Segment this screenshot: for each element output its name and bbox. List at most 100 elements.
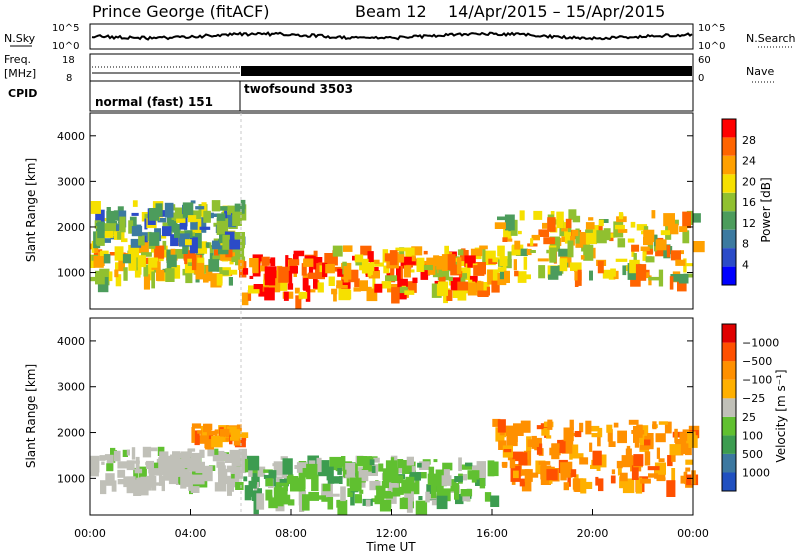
heatmap-cell [201,202,207,219]
heatmap-cell [169,219,178,232]
heatmap-cell [686,435,698,448]
heatmap-cell [436,495,448,510]
heatmap-cell [567,474,571,487]
heatmap-cell [195,467,207,474]
heatmap-cell [303,277,308,291]
heatmap-cell [117,231,122,240]
heatmap-cell [373,457,380,463]
velocity-colorbar: 1000 500 100 25 −25 −100 −500 −1000 [721,323,779,492]
heatmap-cell [507,238,513,242]
heatmap-cell [318,495,326,500]
heatmap-cell [420,264,429,280]
heatmap-cell [618,212,624,220]
heatmap-cell [286,476,299,485]
heatmap-cell [161,476,165,492]
ytick-label: 4000 [57,130,85,143]
heatmap-cell [479,478,486,489]
xtick-label: 00:00 [677,527,709,540]
heatmap-cell [549,247,557,263]
heatmap-cell [602,269,613,279]
heatmap-cell [337,268,348,277]
heatmap-cell [546,435,552,439]
heatmap-cell [575,232,587,248]
heatmap-cell [619,476,625,489]
heatmap-cell [311,471,317,476]
heatmap-cell [251,490,258,501]
heatmap-cell [155,269,165,281]
heatmap-cell [648,276,660,281]
heatmap-cell [514,430,524,436]
heatmap-cell [448,276,453,281]
colorbar-frame [721,323,737,492]
heatmap-cell [470,248,483,257]
freq-tick-top: 18 [62,55,75,66]
heatmap-cell [467,259,473,268]
heatmap-cell [181,456,190,469]
heatmap-cell [427,265,436,275]
heatmap-cell [293,254,299,262]
heatmap-cell [130,238,142,248]
heatmap-cell [210,246,214,254]
ytick-label: 4000 [57,335,85,348]
heatmap-cell [471,470,477,483]
heatmap-cell [248,464,256,477]
heatmap-cell [563,427,574,442]
heatmap-cell [354,278,360,288]
heatmap-cell [450,277,461,291]
heatmap-cell [352,255,356,261]
heatmap-cell [225,454,233,463]
heatmap-cell [579,422,584,433]
heatmap-cell [182,202,194,218]
heatmap-cell [162,226,172,237]
heatmap-cell [631,465,639,480]
heatmap-cell [157,261,161,273]
heatmap-cell [497,419,506,433]
heatmap-cell [268,470,277,478]
heatmap-cell [343,289,352,300]
heatmap-cell [229,239,240,250]
heatmap-cell [564,232,574,244]
colorbar-swatch [722,211,736,230]
heatmap-cell [597,260,604,274]
heatmap-cell [622,478,635,494]
heatmap-cell [264,287,275,301]
heatmap-cell [603,228,611,241]
heatmap-cell [277,284,288,291]
heatmap-cell [185,239,192,246]
colorbar-tick-label: 500 [742,448,763,461]
heatmap-cell [679,226,688,232]
freq-tick-bottom: 8 [66,73,72,84]
heatmap-cell [386,259,392,269]
heatmap-cell [396,266,401,281]
heatmap-cell [137,241,149,254]
heatmap-cell [519,478,525,487]
heatmap-cell [640,478,651,484]
heatmap-cell [546,469,558,481]
heatmap-cell [148,208,159,221]
heatmap-cell [511,480,516,485]
heatmap-cell [379,499,392,512]
colorbar-swatch [722,174,736,193]
heatmap-cell [144,213,150,221]
heatmap-cell [110,235,117,240]
heatmap-cell [215,429,219,434]
heatmap-cell [216,218,229,235]
nave-tick-bottom: 0 [698,73,704,84]
heatmap-cell [531,234,540,241]
heatmap-cell [219,432,231,442]
heatmap-cell [216,213,226,221]
heatmap-cell [365,499,371,507]
colorbar-tick-label: 100 [742,429,763,442]
heatmap-cell [436,487,441,499]
heatmap-cell [663,213,675,227]
heatmap-cell [538,265,546,279]
heatmap-cell [689,213,701,223]
heatmap-cell [384,491,393,499]
heatmap-cell [648,473,659,478]
heatmap-cell [226,465,234,473]
nsky-tick-top: 10^5 [52,23,79,34]
heatmap-cell [133,460,140,464]
heatmap-cell [343,266,349,283]
heatmap-cell [257,488,262,499]
heatmap-cell [579,457,589,465]
